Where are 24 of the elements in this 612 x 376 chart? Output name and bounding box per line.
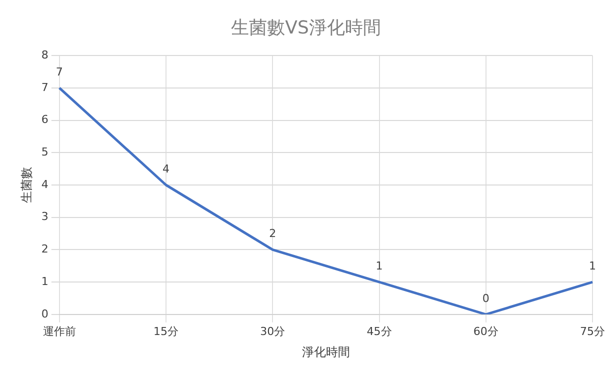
data-label: 1 [376,259,383,272]
x-tick-label: 15分 [154,324,179,338]
data-label: 1 [589,259,596,272]
y-tick-label: 0 [41,307,48,320]
x-tick-label: 運作前 [42,324,76,338]
x-tick-label: 30分 [260,324,286,338]
data-label: 7 [56,65,63,78]
data-label: 2 [269,227,276,240]
y-tick-label: 7 [41,80,48,94]
x-tick-label: 60分 [473,324,498,338]
y-tick-label: 3 [41,210,48,224]
y-tick-label: 5 [41,146,48,159]
x-axis-title: 淨化時間 [302,344,350,359]
x-tick-label: 45分 [366,324,392,338]
data-label: 0 [482,292,490,305]
y-tick-label: 2 [41,242,48,256]
chart-title: 生菌數VS淨化時間 [231,17,381,38]
y-tick-label: 4 [41,178,48,191]
y-tick-label: 8 [41,48,48,62]
x-tick-label: 75分 [580,324,605,338]
data-label: 4 [162,162,170,176]
y-tick-label: 6 [41,113,48,126]
y-axis-title: 生菌數 [19,167,34,203]
y-tick-label: 1 [41,274,48,288]
